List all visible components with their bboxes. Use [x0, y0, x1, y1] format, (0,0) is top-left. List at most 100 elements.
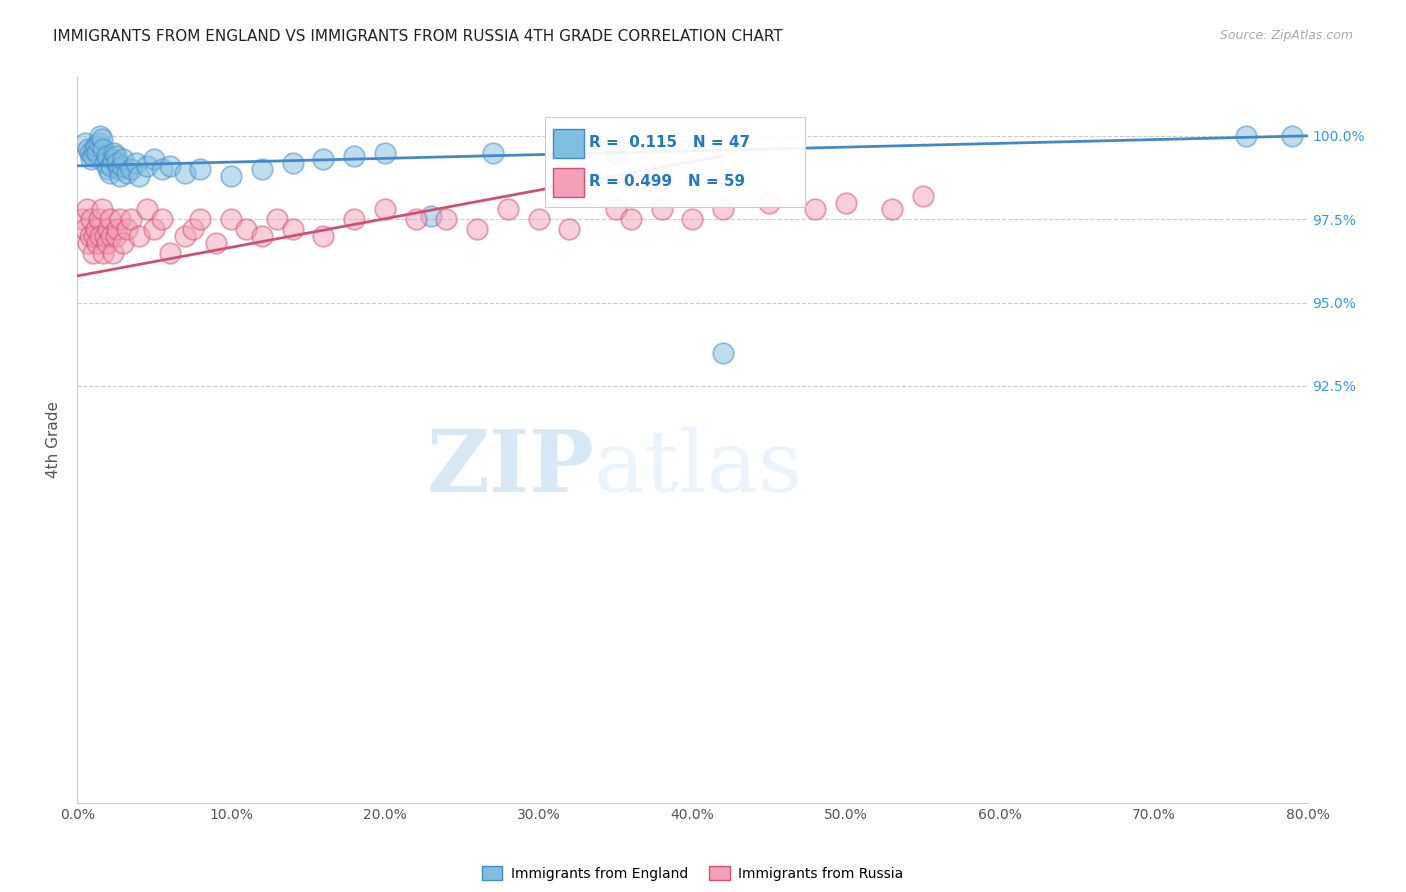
Point — [405, 212, 427, 227]
Point — [86, 145, 108, 160]
Point — [82, 245, 104, 260]
Point — [481, 145, 503, 160]
Point — [835, 195, 858, 210]
Text: R =  0.115   N = 47: R = 0.115 N = 47 — [589, 135, 751, 150]
Point — [312, 152, 335, 166]
Point — [150, 212, 173, 227]
Point — [343, 149, 366, 163]
Text: R = 0.499   N = 59: R = 0.499 N = 59 — [589, 174, 745, 189]
Point — [112, 235, 135, 250]
Point — [87, 212, 110, 227]
Point — [651, 202, 673, 217]
Point — [219, 169, 242, 183]
Point — [83, 142, 105, 156]
Point — [108, 162, 131, 177]
Point — [110, 212, 132, 227]
Point — [374, 145, 396, 160]
Point — [343, 212, 366, 227]
Point — [101, 152, 124, 166]
Point — [115, 222, 138, 236]
Point — [465, 222, 488, 236]
Point — [374, 202, 396, 217]
Point — [711, 345, 734, 359]
Point — [120, 212, 142, 227]
Point — [79, 228, 101, 243]
Point — [143, 152, 166, 166]
Point — [97, 162, 120, 177]
Point — [235, 222, 257, 236]
Point — [159, 245, 181, 260]
Text: IMMIGRANTS FROM ENGLAND VS IMMIGRANTS FROM RUSSIA 4TH GRADE CORRELATION CHART: IMMIGRANTS FROM ENGLAND VS IMMIGRANTS FR… — [53, 29, 783, 44]
Point — [558, 222, 581, 236]
Point — [90, 132, 114, 146]
Point — [204, 235, 226, 250]
Point — [96, 235, 118, 250]
Point — [93, 245, 115, 260]
Point — [105, 155, 128, 169]
Point — [159, 159, 181, 173]
Point — [82, 149, 104, 163]
Point — [98, 212, 121, 227]
Point — [84, 139, 107, 153]
Point — [128, 228, 150, 243]
Point — [912, 189, 935, 203]
Point — [89, 228, 111, 243]
Point — [80, 212, 103, 227]
Point — [128, 169, 150, 183]
Point — [250, 228, 273, 243]
Point — [86, 235, 108, 250]
FancyBboxPatch shape — [553, 169, 583, 197]
Point — [711, 202, 734, 217]
Point — [174, 228, 197, 243]
FancyBboxPatch shape — [553, 129, 583, 158]
Point — [882, 202, 904, 217]
Point — [96, 149, 118, 163]
Point — [605, 145, 627, 160]
Point — [77, 142, 100, 156]
Point — [105, 222, 128, 236]
Point — [150, 162, 173, 177]
Point — [104, 149, 127, 163]
Point — [83, 228, 105, 243]
Point — [188, 162, 212, 177]
Point — [281, 222, 304, 236]
Point — [620, 212, 643, 227]
Point — [436, 212, 458, 227]
Point — [420, 209, 443, 223]
Y-axis label: 4th Grade: 4th Grade — [46, 401, 62, 478]
Point — [94, 155, 117, 169]
Point — [605, 202, 627, 217]
Point — [281, 155, 304, 169]
Point — [97, 222, 120, 236]
Point — [1234, 128, 1257, 143]
Point — [104, 228, 127, 243]
Point — [1281, 128, 1303, 143]
Point — [111, 159, 134, 173]
Point — [135, 159, 157, 173]
Point — [87, 136, 110, 150]
Point — [93, 142, 115, 156]
Point — [125, 155, 148, 169]
Point — [804, 202, 827, 217]
Point — [100, 159, 122, 173]
Point — [115, 165, 138, 179]
Point — [90, 202, 114, 217]
Point — [188, 212, 212, 227]
Point — [758, 195, 780, 210]
Text: ZIP: ZIP — [426, 426, 595, 510]
Point — [80, 152, 103, 166]
Point — [76, 202, 98, 217]
Text: Source: ZipAtlas.com: Source: ZipAtlas.com — [1219, 29, 1353, 42]
Point — [110, 169, 132, 183]
Point — [312, 228, 335, 243]
Point — [266, 212, 288, 227]
Point — [112, 152, 135, 166]
Point — [77, 235, 100, 250]
Point — [143, 222, 166, 236]
Point — [527, 212, 550, 227]
Point — [181, 222, 204, 236]
Point — [73, 136, 96, 150]
Point — [174, 165, 197, 179]
Point — [89, 128, 111, 143]
Point — [250, 162, 273, 177]
